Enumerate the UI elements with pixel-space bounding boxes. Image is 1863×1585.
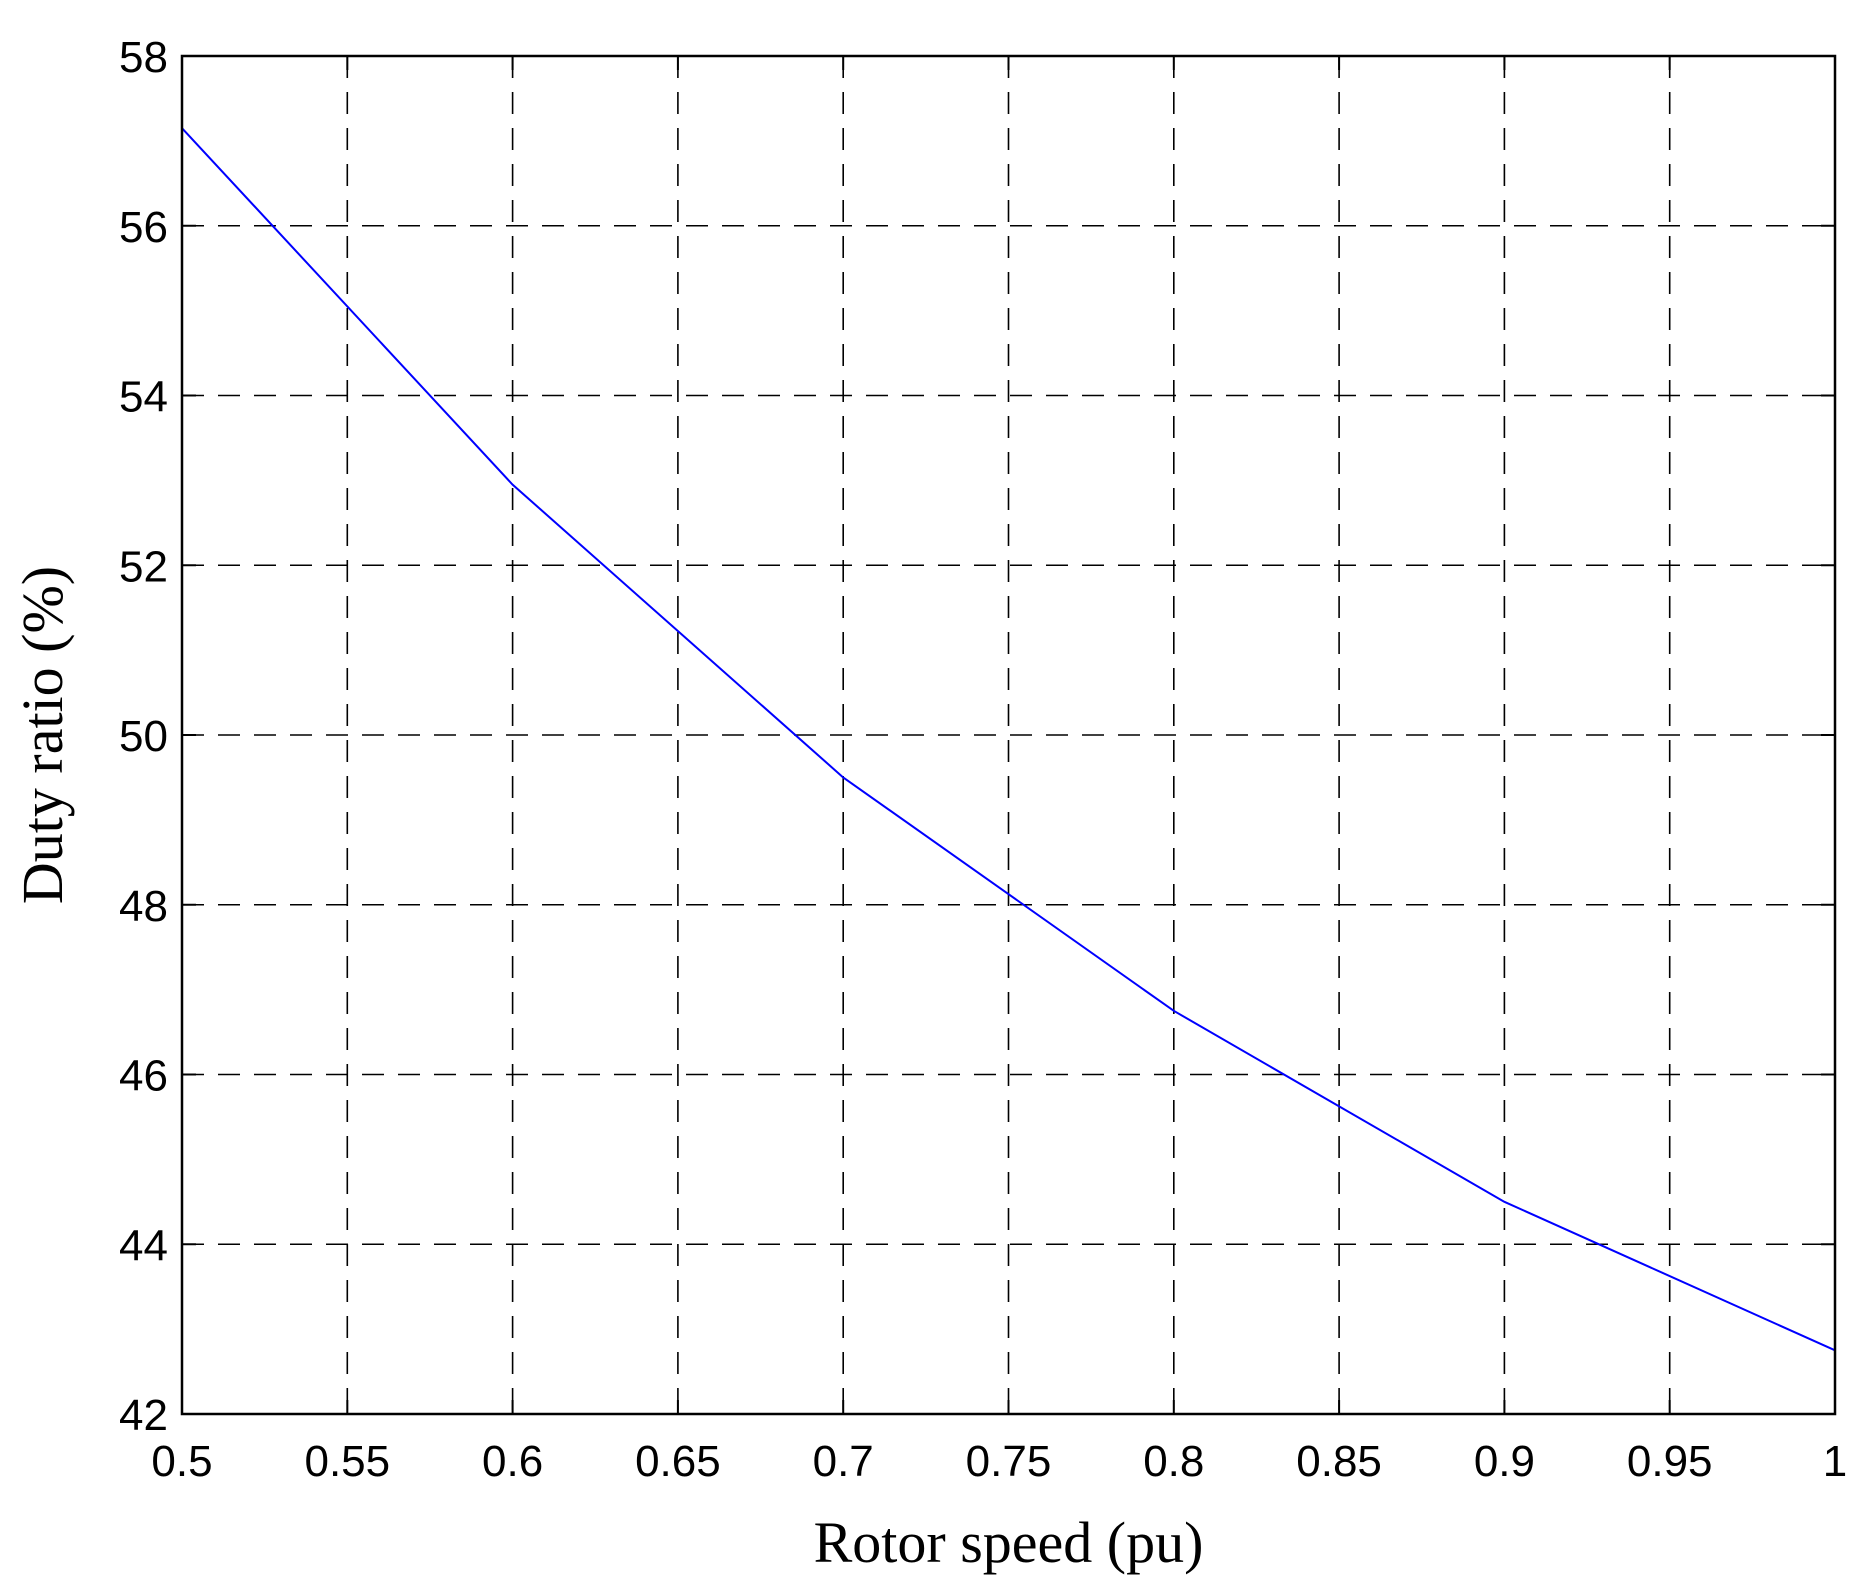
y-axis-title: Duty ratio (%) xyxy=(10,566,75,904)
y-tick-label: 58 xyxy=(119,33,168,82)
x-tick-label: 1 xyxy=(1823,1437,1847,1486)
x-tick-labels: 0.5 0.55 0.6 0.65 0.7 0.75 0.8 0.85 0.9 0.95 1 xyxy=(151,1437,1847,1486)
x-tick-label: 0.85 xyxy=(1296,1437,1382,1486)
tick-marks xyxy=(181,55,1836,1415)
x-axis-title: Rotor speed (pu) xyxy=(814,1510,1204,1575)
grid-lines xyxy=(182,56,1835,1414)
y-tick-label: 52 xyxy=(119,542,168,591)
x-tick-label: 0.9 xyxy=(1474,1437,1535,1486)
x-tick-label: 0.8 xyxy=(1143,1437,1204,1486)
y-tick-label: 50 xyxy=(119,712,168,761)
y-tick-label: 48 xyxy=(119,882,168,931)
x-tick-label: 0.65 xyxy=(635,1437,721,1486)
series-layer xyxy=(181,127,1836,1352)
y-tick-label: 42 xyxy=(119,1391,168,1440)
x-tick-label: 0.75 xyxy=(966,1437,1052,1486)
series-line xyxy=(181,127,1836,1352)
y-tick-label: 54 xyxy=(119,373,168,422)
y-tick-label: 44 xyxy=(119,1221,168,1270)
y-tick-label: 56 xyxy=(119,203,168,252)
x-tick-label: 0.5 xyxy=(151,1437,212,1486)
x-tick-label: 0.6 xyxy=(482,1437,543,1486)
y-tick-labels: 42 44 46 48 50 52 54 56 58 xyxy=(119,33,168,1440)
x-tick-label: 0.55 xyxy=(304,1437,390,1486)
x-tick-label: 0.7 xyxy=(813,1437,874,1486)
y-tick-label: 46 xyxy=(119,1052,168,1101)
x-tick-label: 0.95 xyxy=(1627,1437,1713,1486)
